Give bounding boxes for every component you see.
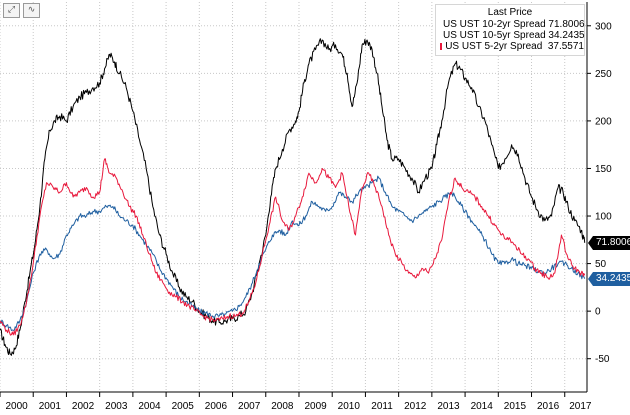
legend-value: 71.8006 xyxy=(548,19,585,30)
x-tick-label: 2015 xyxy=(504,401,527,412)
y-tick-label: 50 xyxy=(595,259,607,270)
series-line-10-5yr xyxy=(0,175,586,332)
expand-icon[interactable]: ⤢ xyxy=(3,3,20,18)
legend-label: US UST 10-5yr Spread xyxy=(443,30,546,41)
y-tick-label: 150 xyxy=(595,164,612,175)
x-tick-label: 2001 xyxy=(39,401,62,412)
series-line-5-2yr xyxy=(0,158,586,336)
x-tick-label: 2012 xyxy=(404,401,427,412)
legend-label: US UST 5-2yr Spread xyxy=(445,41,543,52)
x-tick-label: 2013 xyxy=(437,401,460,412)
y-tick-label: 0 xyxy=(595,307,601,318)
legend-swatch-5-2yr xyxy=(440,43,443,50)
legend-value: 37.5571 xyxy=(547,41,584,52)
x-tick-label: 2005 xyxy=(172,401,195,412)
axes xyxy=(0,2,591,397)
x-tick-label: 2008 xyxy=(271,401,294,412)
x-tick-label: 2007 xyxy=(238,401,261,412)
x-tick-label: 2004 xyxy=(138,401,161,412)
x-tick-label: 2014 xyxy=(471,401,494,412)
series-line-10-2yr xyxy=(0,38,586,356)
x-tick-label: 2017 xyxy=(569,401,592,412)
x-tick-label: 2003 xyxy=(105,401,128,412)
chart-toolbar: ⤢ ∿ xyxy=(3,3,40,18)
y-tick-label: -50 xyxy=(595,354,610,365)
x-tick-label: 2002 xyxy=(72,401,95,412)
y-tick-label: 300 xyxy=(595,21,612,32)
x-tick-label: 2016 xyxy=(537,401,560,412)
legend-value: 34.2435 xyxy=(548,30,585,41)
x-tick-label: 2011 xyxy=(371,401,393,412)
x-tick-label: 2006 xyxy=(205,401,228,412)
y-tick-label: 200 xyxy=(595,116,612,127)
chart-legend: Last Price US UST 10-2yr Spread 71.8006 … xyxy=(435,4,585,56)
series-lines xyxy=(0,38,586,356)
x-tick-label: 2000 xyxy=(5,401,28,412)
y-tick-label: 100 xyxy=(595,212,612,223)
legend-label: US UST 10-2yr Spread xyxy=(443,19,546,30)
legend-item-10-2yr: US UST 10-2yr Spread 71.8006 xyxy=(436,19,585,30)
legend-item-5-2yr: US UST 5-2yr Spread 37.5571 xyxy=(436,41,584,52)
x-tick-label: 2009 xyxy=(304,401,327,412)
y-axis-tick-labels: -50 0 50 100 150 200 250 300 xyxy=(595,21,612,365)
y-tick-label: 250 xyxy=(595,69,612,80)
x-axis-tick-labels: 2000 2001 2002 2003 2004 2005 2006 2007 2008 2009… xyxy=(5,401,591,412)
line-chart-icon[interactable]: ∿ xyxy=(23,3,40,18)
last-value-tag-10-2yr: 71.8006 xyxy=(587,235,630,250)
legend-title: Last Price xyxy=(487,7,533,18)
last-value-tag-10-5yr: 34.2435 xyxy=(587,271,630,286)
x-tick-label: 2010 xyxy=(338,401,361,412)
legend-item-10-5yr: US UST 10-5yr Spread 34.2435 xyxy=(436,30,585,41)
